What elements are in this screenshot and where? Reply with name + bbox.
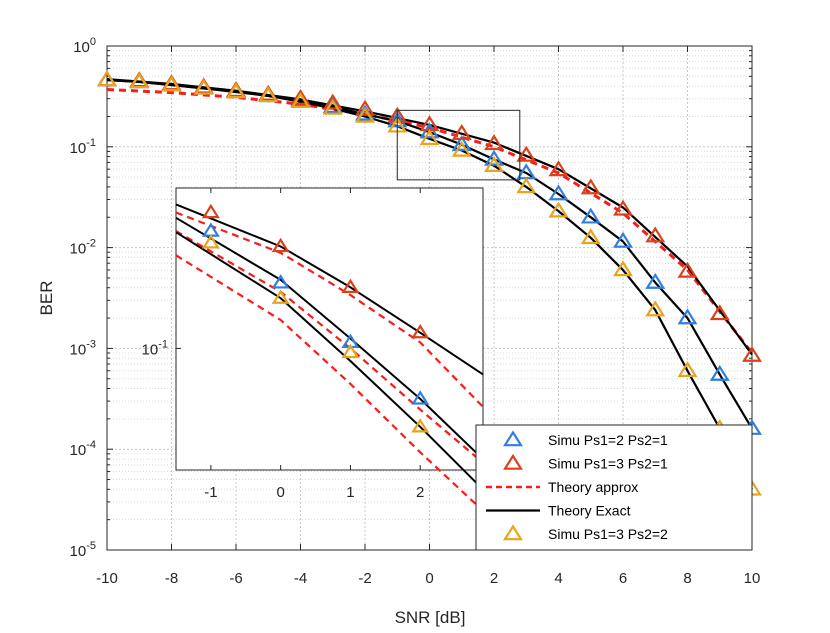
data-point-marker [516,177,537,194]
data-point-marker [645,300,666,317]
theory-approx-line [106,88,754,354]
x-tick-label: 6 [619,570,627,587]
data-point-marker [193,78,214,95]
inset-theory-approx-line [175,211,484,408]
data-point-marker [516,145,537,162]
data-point-marker [451,134,472,151]
legend-label: Simu Ps1=3 Ps2=2 [548,526,668,542]
legend-marker [503,524,523,541]
data-point-marker [322,93,343,110]
data-point-marker [548,160,569,177]
data-point-marker [645,272,666,289]
inset-theory-exact-line [175,203,484,376]
data-point-marker [677,361,698,378]
legend-label: Theory Exact [548,503,631,519]
data-point-marker [161,75,182,92]
data-point-marker [355,104,375,121]
inset-x-tick-label: 0 [276,484,284,501]
data-point-marker [613,260,633,277]
legend-marker [503,430,523,447]
x-tick-label: 10 [744,570,761,587]
inset-theory-exact-line [175,231,484,491]
data-point-marker [580,178,601,195]
data-point-marker [677,308,698,325]
y-tick-label: 10-2 [70,238,96,258]
x-tick-label: 0 [425,570,433,587]
x-tick-label: -2 [358,570,371,587]
x-tick-label: 2 [490,570,498,587]
data-point-marker [645,226,666,243]
data-point-marker [355,106,375,123]
x-axis-ticks: -10 -8 -6 -4 -2 0 2 4 6 8 10 [96,46,760,587]
inset-plot: -1 0 1 2 10-1 [142,187,484,512]
data-point-marker [226,82,246,99]
data-point-marker [419,129,440,146]
data-point-marker [451,123,472,140]
inset-data-point-marker [341,278,360,293]
data-point-marker [580,207,601,224]
data-point-marker [677,261,698,278]
x-tick-label: -10 [96,570,118,587]
data-point-marker [258,86,279,103]
legend-label: Theory approx [548,479,638,495]
legend-label: Simu Ps1=2 Ps2=1 [548,432,668,448]
inset-y-tick-label: 10-1 [142,338,168,358]
x-tick-label: 8 [683,570,691,587]
data-point-marker [709,304,730,321]
data-point-marker [709,364,730,381]
data-point-marker [613,199,633,216]
zoom-region-box [396,109,521,181]
data-point-marker [613,231,633,248]
inset-data-point-marker [411,418,430,433]
data-point-marker [484,134,504,151]
y-axis-label: BER [37,281,56,316]
data-point-marker [484,155,504,172]
data-point-marker [129,72,150,89]
data-point-marker [97,70,117,87]
data-point-marker [548,184,569,201]
inset-data-point-marker [271,274,290,289]
legend: Simu Ps1=2 Ps2=1 Simu Ps1=3 Ps2=1 Theory a… [475,424,753,551]
zoom-region-rect [396,109,521,181]
data-point-marker [484,149,504,166]
x-tick-label: -8 [165,570,178,587]
data-point-marker [451,140,472,157]
legend-marker [503,453,523,470]
inset-data-point-marker [271,289,290,304]
data-point-marker [290,89,311,106]
data-point-marker [322,98,343,115]
y-tick-label: 10-5 [70,540,96,560]
y-tick-label: 10-3 [70,338,96,358]
legend-label: Simu Ps1=3 Ps2=1 [548,456,668,472]
inset-data-point-marker [201,203,220,219]
inset-x-tick-label: 2 [416,484,424,501]
inset-frame [175,187,484,471]
x-tick-label: -4 [294,570,307,587]
y-tick-label: 10-1 [70,137,96,157]
data-point-marker [548,201,569,218]
data-point-marker [290,92,311,109]
x-axis-label: SNR [dB] [395,608,466,627]
data-point-marker [742,345,762,362]
inset-theory-approx-line [175,230,484,464]
inset-data-point-marker [271,237,290,253]
y-tick-label: 10-4 [70,439,96,459]
inset-theory-approx-line [175,254,484,512]
plot-area [97,70,762,496]
inset-data-point-marker [411,324,430,339]
data-point-marker [355,99,375,116]
x-tick-label: -6 [229,570,242,587]
data-point-marker [580,228,601,245]
inset-data-point-marker [411,390,430,405]
theory-exact-line [106,78,753,490]
inset-x-tick-label: -1 [204,484,217,501]
y-tick-label: 100 [73,36,96,56]
inset-theory-exact-line [175,216,484,460]
inset-data-point-marker [341,343,360,359]
x-tick-label: 4 [554,570,562,587]
inset-x-tick-label: 1 [346,484,354,501]
inset-data-point-marker [201,234,220,249]
